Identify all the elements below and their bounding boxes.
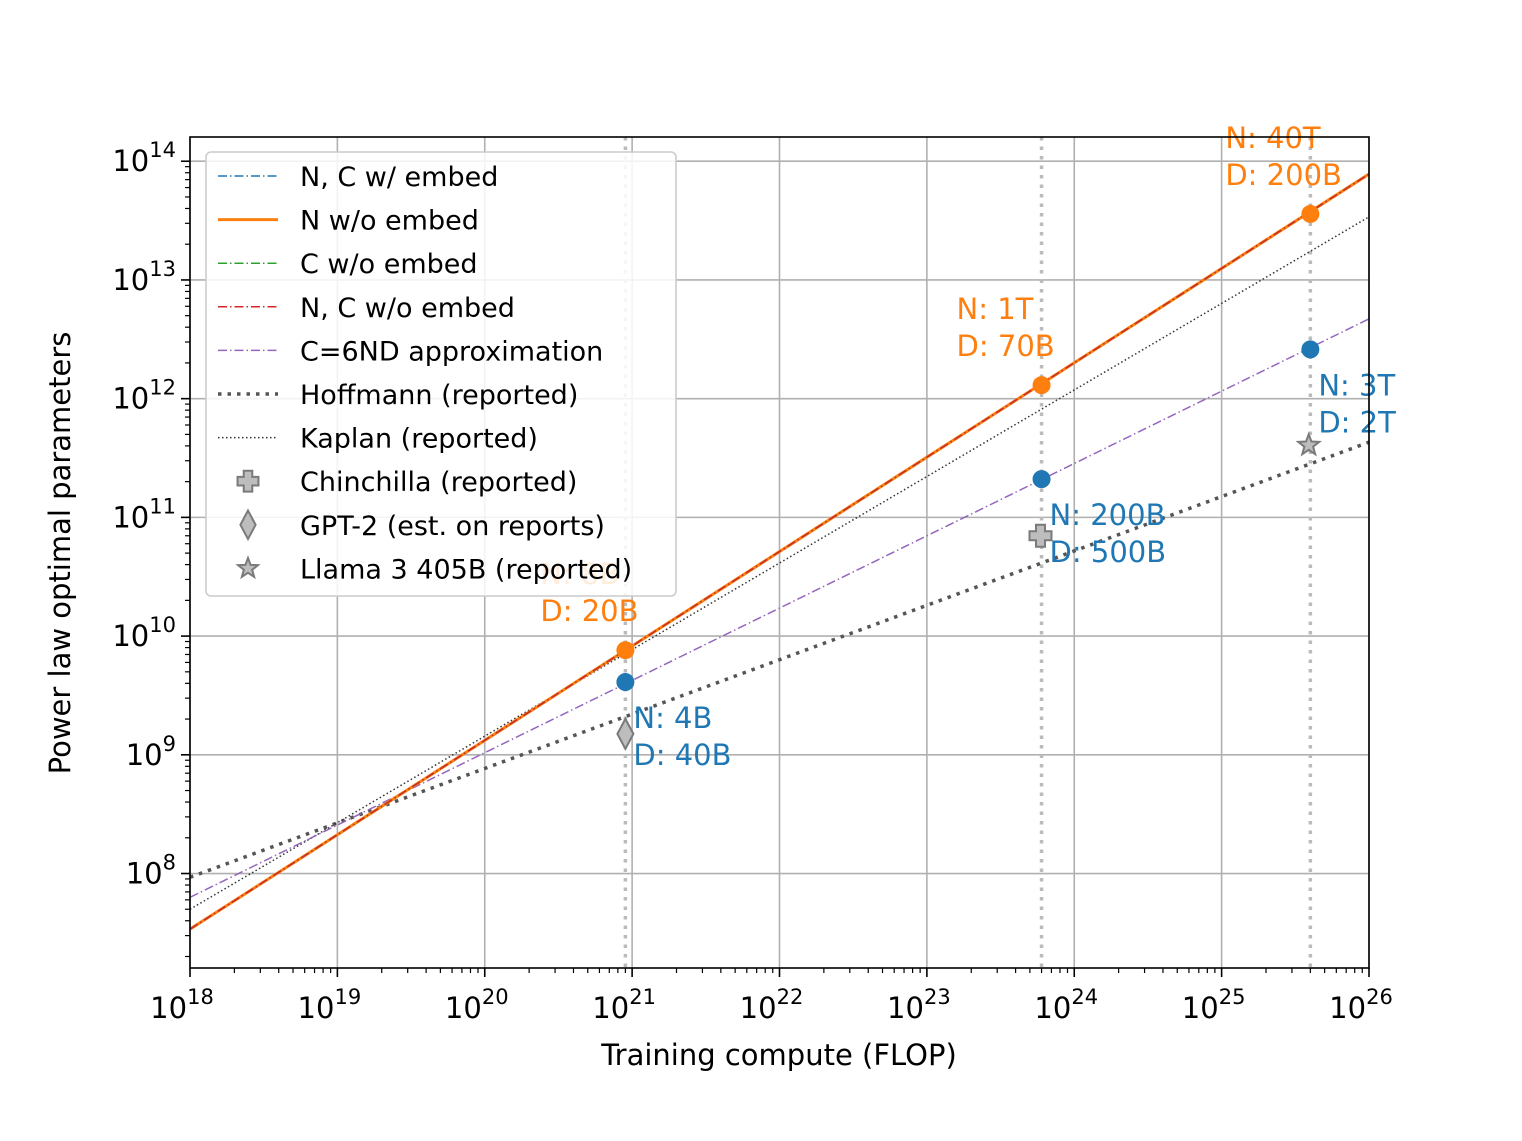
x-tick-base: 10: [592, 991, 629, 1025]
y-tick-base: 10: [126, 857, 163, 891]
point-label: D: 500B: [1050, 535, 1167, 569]
point-label: D: 200B: [1225, 158, 1342, 192]
x-axis-label: Training compute (FLOP): [600, 1038, 957, 1072]
x-tick-label: 1022: [740, 985, 804, 1025]
y-tick-label: 109: [126, 732, 176, 772]
data-point: [1301, 340, 1320, 359]
x-tick-exponent: 21: [629, 985, 656, 1009]
y-tick-label: 1013: [112, 257, 176, 297]
y-tick-exponent: 10: [149, 613, 176, 637]
y-tick-label: 1011: [112, 494, 176, 534]
point-label: N: 200B: [1050, 498, 1166, 532]
legend-entry-label: N, C w/o embed: [300, 293, 515, 324]
x-tick-exponent: 20: [482, 985, 509, 1009]
reported-diamond-marker: [616, 716, 635, 752]
y-tick-exponent: 12: [149, 376, 176, 400]
data-point: [1032, 470, 1051, 489]
y-tick-label: 1012: [112, 376, 176, 416]
legend-entry-label: Kaplan (reported): [300, 424, 538, 455]
x-tick-label: 1025: [1182, 985, 1246, 1025]
x-tick-base: 10: [1034, 991, 1071, 1025]
point-label: D: 70B: [957, 329, 1055, 363]
y-tick-base: 10: [112, 263, 149, 297]
legend-entry-label: GPT-2 (est. on reports): [300, 511, 605, 542]
y-tick-base: 10: [112, 382, 149, 416]
x-tick-exponent: 19: [334, 985, 361, 1009]
point-label: N: 4B: [633, 701, 712, 735]
x-tick-base: 10: [150, 991, 187, 1025]
x-tick-label: 1023: [887, 985, 951, 1025]
legend-entry-label: C w/o embed: [300, 249, 478, 280]
vertical-reference-lines: [623, 137, 1313, 968]
legend-entry-label: Hoffmann (reported): [300, 380, 578, 411]
x-tick-exponent: 24: [1071, 985, 1098, 1009]
x-tick-label: 1019: [298, 985, 362, 1025]
x-tick-base: 10: [298, 991, 335, 1025]
y-tick-exponent: 13: [149, 257, 176, 281]
point-label: D: 20B: [540, 594, 638, 628]
point-label: D: 2T: [1318, 405, 1396, 439]
y-tick-base: 10: [112, 619, 149, 653]
legend-entry-label: N, C w/ embed: [300, 162, 498, 193]
y-tick-exponent: 14: [149, 138, 176, 162]
x-tick-label: 1020: [445, 985, 509, 1025]
axes: 1018 1019 1020 1021 1022 1023 1024 1025 10261081…: [112, 136, 1393, 1025]
x-tick-exponent: 25: [1219, 985, 1246, 1009]
point-label: N: 40T: [1225, 121, 1321, 155]
data-point: [616, 673, 635, 692]
x-tick-exponent: 22: [777, 985, 804, 1009]
y-tick-exponent: 8: [163, 851, 176, 875]
legend-swatch-plus: [236, 469, 260, 493]
x-tick-base: 10: [445, 991, 482, 1025]
y-axis-label: Power law optimal parameters: [43, 332, 77, 775]
point-label: N: 1T: [957, 292, 1034, 326]
x-tick-label: 1018: [150, 985, 214, 1025]
x-tick-base: 10: [887, 991, 924, 1025]
y-tick-exponent: 9: [163, 732, 176, 756]
reported-plus-marker: [1028, 523, 1053, 548]
data-point: [616, 641, 635, 660]
data-point: [1032, 376, 1051, 395]
legend-entry-label: N w/o embed: [300, 206, 479, 237]
x-tick-base: 10: [1329, 991, 1366, 1025]
y-tick-exponent: 11: [149, 494, 176, 518]
x-tick-exponent: 26: [1366, 985, 1393, 1009]
series-line-3: [190, 173, 1369, 930]
legend: N, C w/ embed N w/o embed C w/o embed N, C …: [205, 151, 677, 597]
y-tick-label: 1014: [112, 138, 176, 178]
y-tick-base: 10: [126, 738, 163, 772]
y-tick-base: 10: [112, 144, 149, 178]
x-tick-exponent: 18: [187, 985, 214, 1009]
legend-entry-label: C=6ND approximation: [300, 336, 603, 367]
legend-swatch-star: [235, 555, 261, 580]
reported-star-marker: [1295, 431, 1322, 457]
legend-box: [205, 151, 677, 597]
legend-swatch-diamond: [239, 508, 257, 542]
legend-entry-label: Llama 3 405B (reported): [300, 554, 632, 585]
x-tick-label: 1026: [1329, 985, 1393, 1025]
x-tick-base: 10: [740, 991, 777, 1025]
data-point: [1301, 204, 1320, 223]
x-tick-label: 1024: [1034, 985, 1098, 1025]
x-tick-label: 1021: [592, 985, 656, 1025]
point-label: D: 40B: [633, 738, 731, 772]
x-tick-exponent: 23: [924, 985, 951, 1009]
point-label: N: 3T: [1318, 368, 1395, 402]
y-tick-base: 10: [112, 500, 149, 534]
y-tick-label: 1010: [112, 613, 176, 653]
legend-entry-label: Chinchilla (reported): [300, 467, 577, 498]
y-tick-label: 108: [126, 851, 176, 891]
series-lines: [190, 172, 1369, 931]
series-line-4: [190, 318, 1369, 899]
x-tick-base: 10: [1182, 991, 1219, 1025]
